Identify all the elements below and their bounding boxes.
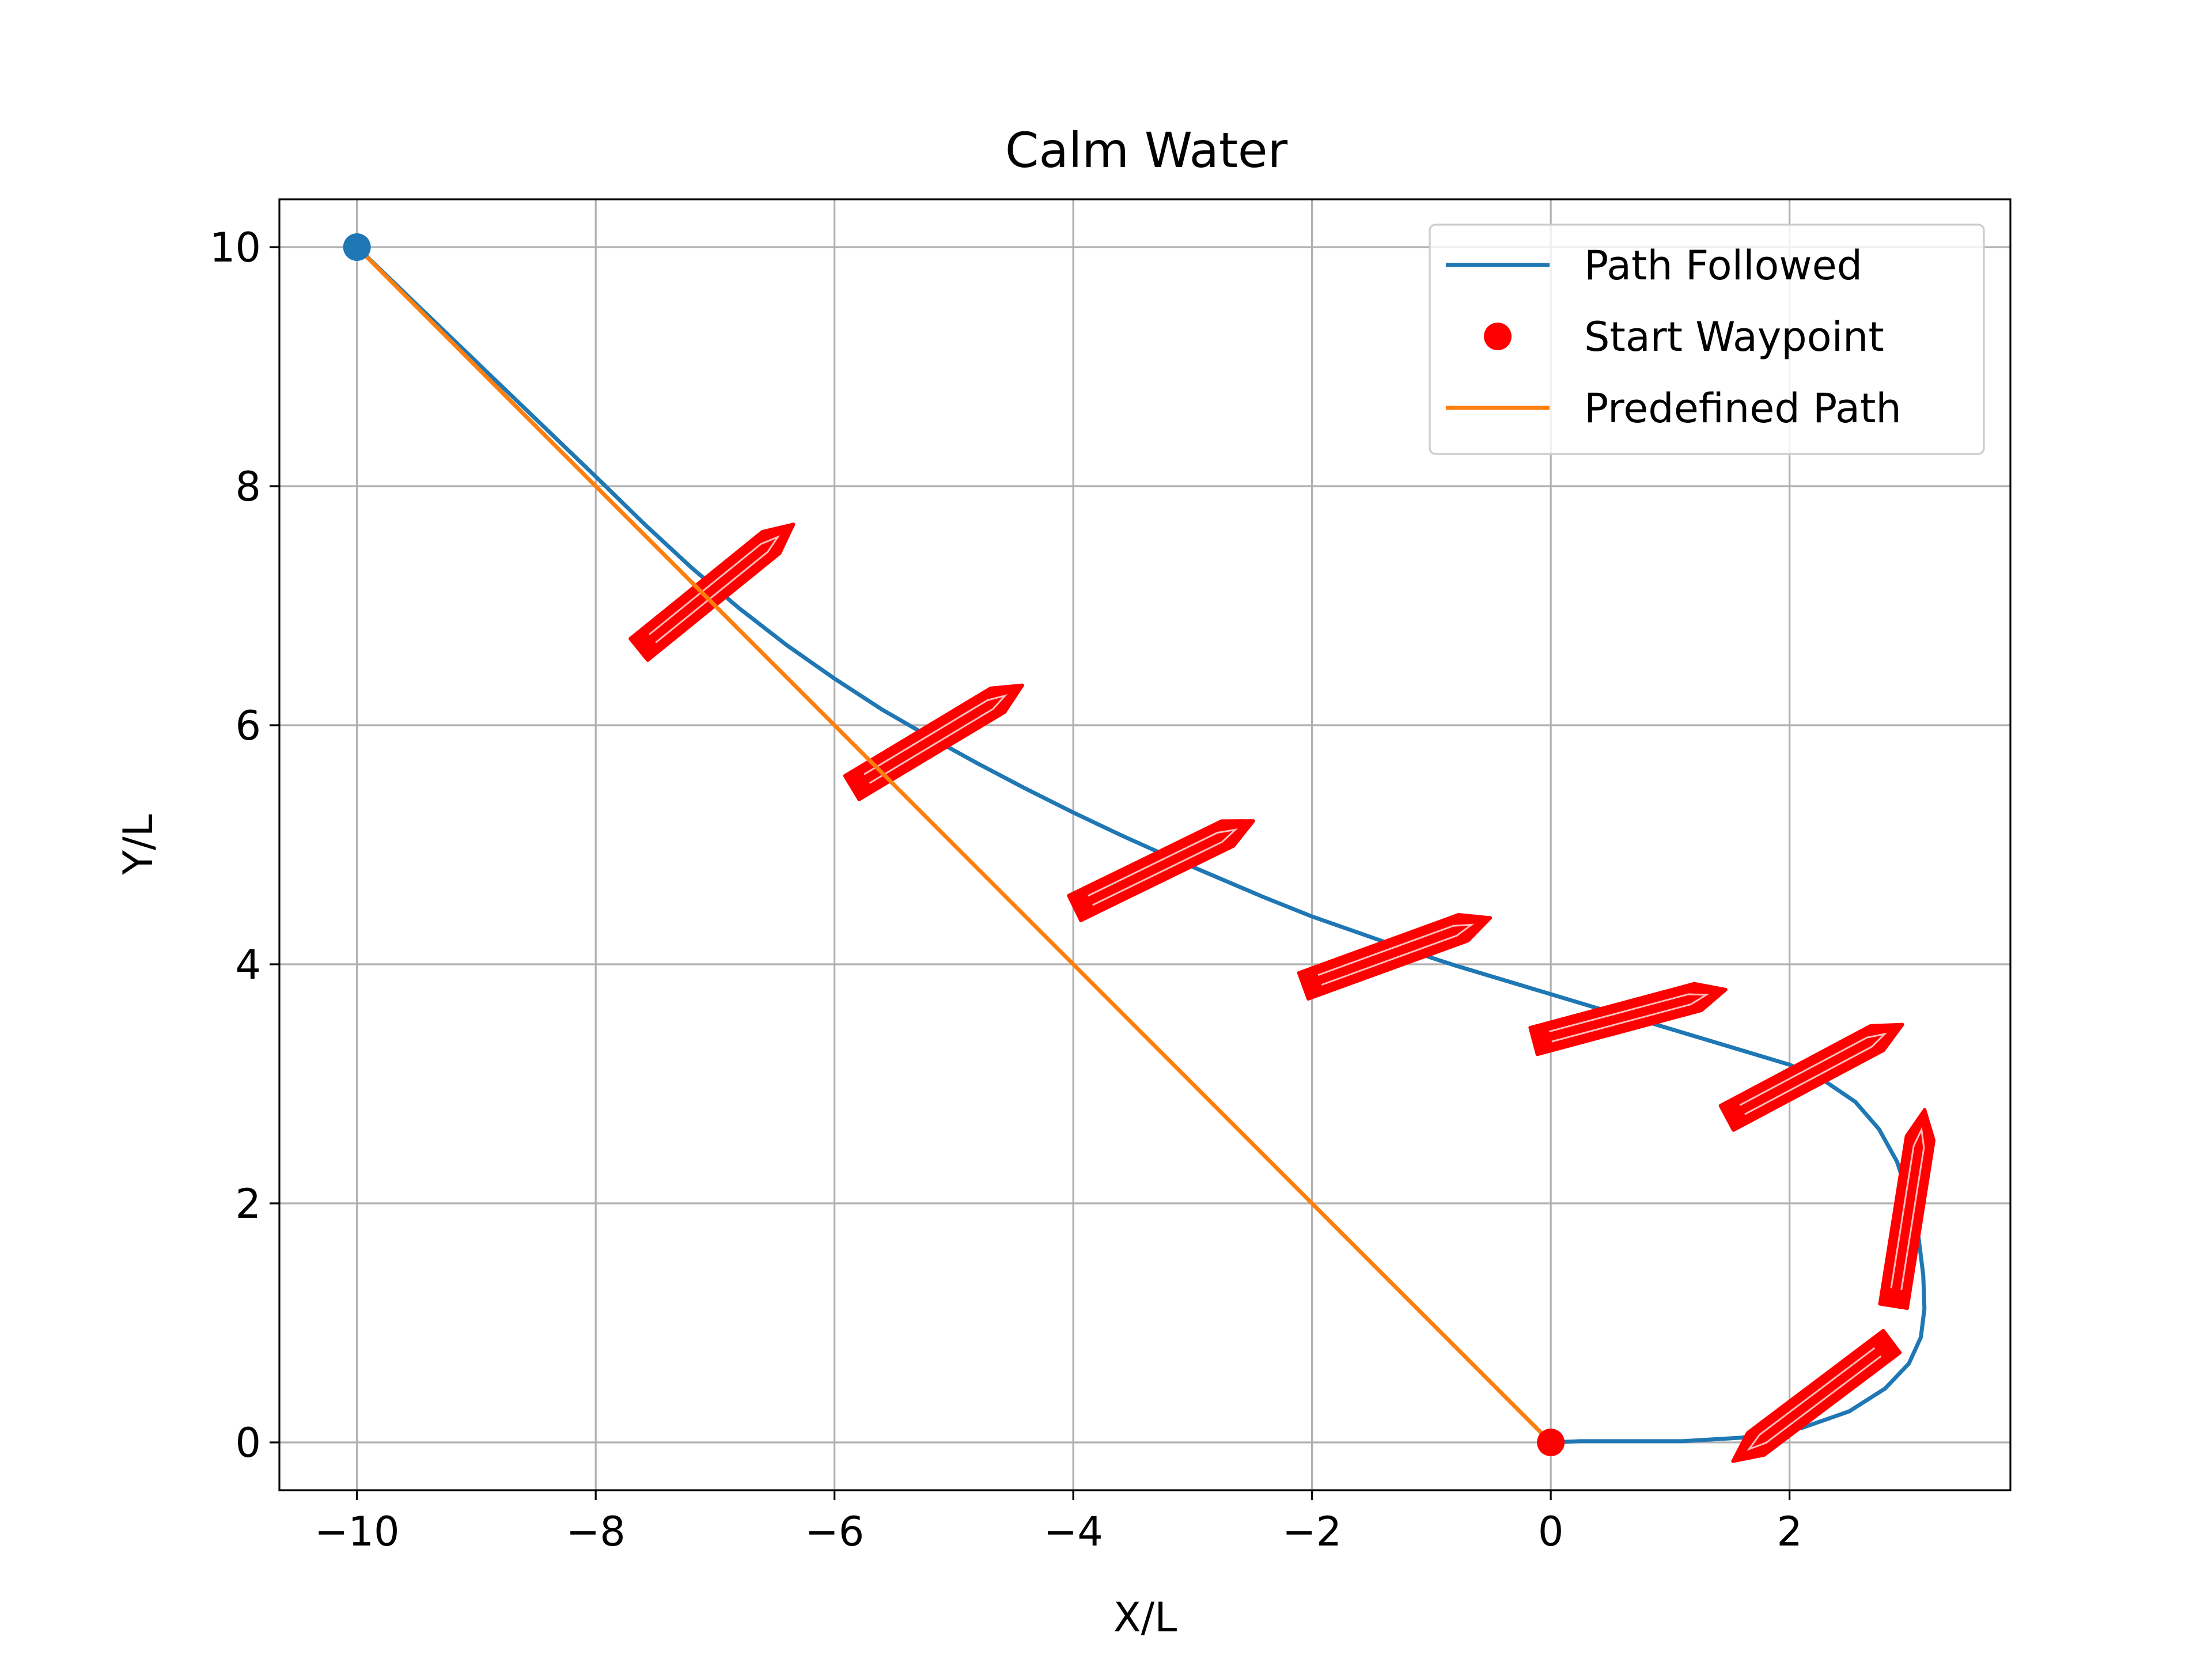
vessel-hull xyxy=(1878,1108,1936,1310)
vessel-deck xyxy=(1890,1126,1925,1290)
start-waypoint-marker xyxy=(1537,1429,1565,1456)
y-tick-label: 8 xyxy=(235,463,261,510)
y-tick-label: 2 xyxy=(235,1180,261,1228)
vessel-hull xyxy=(1067,819,1255,922)
axes-frame xyxy=(278,198,2012,1491)
x-tick-label: −2 xyxy=(1282,1508,1342,1555)
y-tick-label: 10 xyxy=(210,224,261,271)
vessel-deck xyxy=(648,535,781,643)
legend-box xyxy=(1429,224,1985,455)
y-tick-label: 4 xyxy=(235,941,261,988)
vessel-marker xyxy=(1067,819,1255,922)
x-axis-label: X/L xyxy=(1113,1594,1177,1641)
legend-label: Predefined Path xyxy=(1584,385,1902,432)
legend-label: Start Waypoint xyxy=(1584,313,1884,361)
y-axis-label: Y/L xyxy=(115,814,162,875)
x-tick-label: −10 xyxy=(315,1508,400,1555)
vessel-deck xyxy=(1739,1032,1888,1115)
x-tick-label: 0 xyxy=(1538,1508,1564,1555)
path-end-point xyxy=(343,233,371,261)
vessel-deck xyxy=(1747,1347,1882,1451)
vessel-marker xyxy=(628,522,796,662)
predefined-path-line xyxy=(355,245,1553,1445)
x-tick-label: −4 xyxy=(1044,1508,1103,1555)
x-tick-label: −8 xyxy=(566,1508,626,1555)
legend: Path Followed Start Waypoint Predefined Pa… xyxy=(1429,224,1985,455)
y-tick-label: 6 xyxy=(235,702,261,749)
vessel-marker xyxy=(1297,912,1493,1001)
vessel-hull xyxy=(1731,1328,1902,1463)
vessel-hull xyxy=(1528,982,1728,1056)
x-tick-label: 2 xyxy=(1777,1508,1802,1555)
vessel-deck xyxy=(1088,828,1238,906)
vessel-deck xyxy=(863,694,1008,784)
vessel-hull xyxy=(628,522,796,662)
axis-ticks: −10 −8 −6 −4 −2 0 2 0 2 4 6 8 10 xyxy=(210,224,1802,1555)
legend-swatch-dot xyxy=(1484,323,1512,350)
vessel-marker xyxy=(1878,1108,1936,1310)
vessel-marker xyxy=(1528,982,1728,1056)
chart-title: Calm Water xyxy=(1005,122,1288,179)
vessel-hull xyxy=(1297,912,1493,1001)
vessel-deck xyxy=(1317,923,1475,986)
legend-label: Path Followed xyxy=(1584,242,1862,289)
vessel-marker xyxy=(1718,1022,1904,1132)
x-tick-label: −6 xyxy=(805,1508,864,1555)
grid-lines xyxy=(279,199,2010,1490)
path-followed-line xyxy=(355,245,1927,1445)
vessel-marker xyxy=(843,683,1024,801)
vessel-marker xyxy=(1731,1328,1902,1463)
plot-area xyxy=(343,233,1936,1463)
vessel-deck xyxy=(1548,993,1710,1043)
y-tick-label: 0 xyxy=(235,1419,261,1467)
